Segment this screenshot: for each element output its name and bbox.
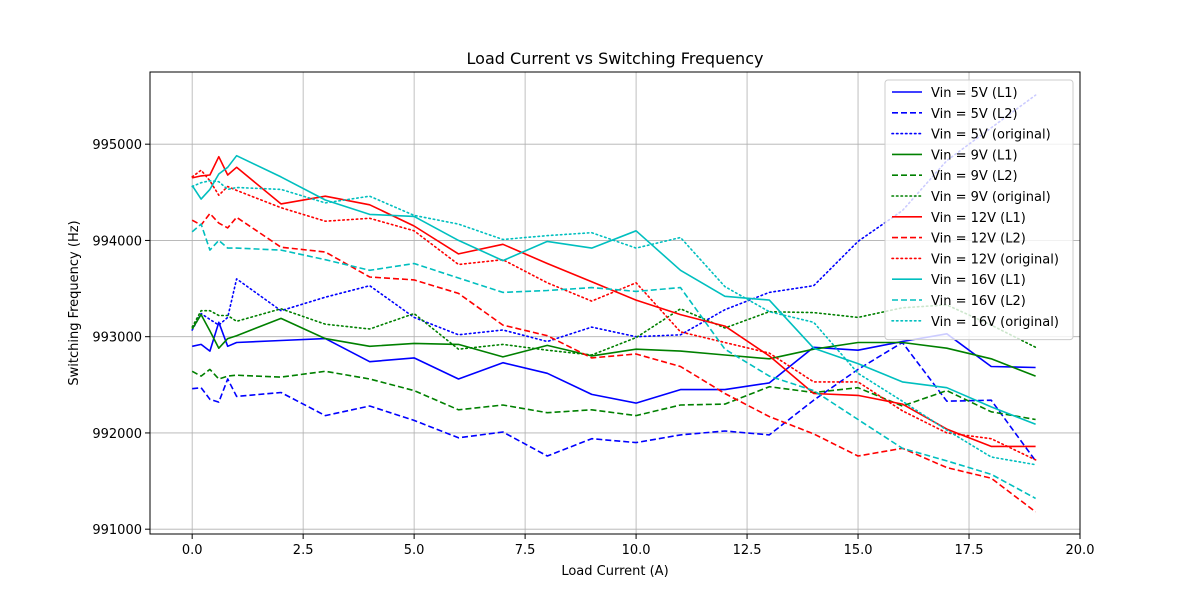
plot-frame [149,71,1081,535]
legend-label: Vin = 9V (original) [931,190,1051,205]
chart-title: Load Current vs Switching Frequency [467,49,764,68]
series-line-10 [191,223,1036,500]
series-line-11 [191,180,1037,466]
x-tick-label: 5.0 [404,543,425,558]
series-line-6 [192,155,1036,448]
legend-label: Vin = 16V (L1) [931,273,1026,288]
x-tick-label: 0.0 [182,543,203,558]
x-axis-title: Load Current (A) [561,564,668,579]
x-tick-label: 20.0 [1066,543,1095,558]
x-tick-label: 7.5 [515,543,536,558]
series-layer [191,94,1037,513]
y-axis-title: Switching Frequency (Hz) [67,220,82,385]
y-tick-label: 994000 [92,234,142,249]
legend-label: Vin = 9V (L2) [931,169,1018,184]
legend-label: Vin = 5V (original) [931,128,1051,143]
legend-label: Vin = 12V (L2) [931,232,1026,247]
series-line-5 [191,304,1037,356]
series-line-3 [191,313,1036,377]
legend-label: Vin = 16V (original) [931,315,1059,330]
y-axis: 991000 992000 993000 994000 995000 [92,138,150,538]
series-line-4 [191,368,1036,421]
series-line-8 [191,169,1037,461]
x-axis: 0.0 2.5 5.0 7.5 10.0 12.5 15.0 17.5 20.0 [182,534,1095,558]
series-line-0 [192,321,1036,404]
x-tick-label: 12.5 [733,543,762,558]
x-tick-label: 17.5 [955,543,984,558]
y-tick-label: 991000 [92,523,142,538]
x-tick-label: 2.5 [293,543,314,558]
y-tick-label: 992000 [92,427,142,442]
legend: Vin = 5V (L1) Vin = 5V (L2) Vin = 5V (orig… [884,79,1074,341]
legend-label: Vin = 9V (L1) [931,148,1018,163]
y-tick-label: 995000 [92,138,142,153]
series-line-1 [192,341,1037,462]
legend-label: Vin = 5V (L1) [931,86,1018,101]
x-tick-label: 10.0 [622,543,651,558]
legend-label: Vin = 12V (original) [931,252,1059,267]
legend-label: Vin = 16V (L2) [931,294,1026,309]
series-line-7 [191,212,1037,513]
series-line-9 [191,154,1036,426]
legend-box [884,79,1074,341]
legend-label: Vin = 12V (L1) [931,211,1026,226]
series-line-2 [191,94,1037,343]
legend-label: Vin = 5V (L2) [931,107,1018,122]
x-tick-label: 15.0 [844,543,873,558]
y-tick-label: 993000 [92,331,142,346]
